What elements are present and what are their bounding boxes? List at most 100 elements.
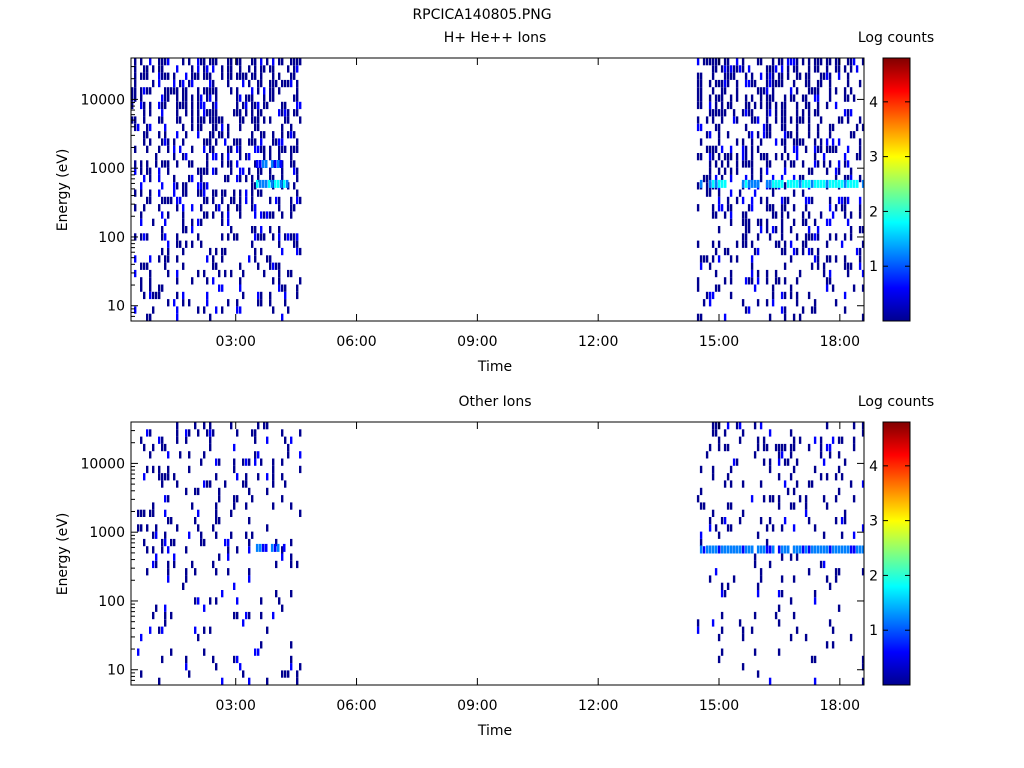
spectrogram-cell bbox=[783, 109, 787, 117]
spectrogram-cell bbox=[251, 87, 254, 95]
spectrogram-cell bbox=[861, 284, 865, 292]
spectrogram-cell bbox=[242, 458, 245, 466]
spectrogram-cell bbox=[729, 153, 733, 161]
spectrogram-cell bbox=[699, 255, 703, 263]
spectrogram-cell bbox=[275, 590, 278, 598]
spectrogram-cell bbox=[756, 531, 760, 539]
spectrogram-cell bbox=[762, 436, 766, 444]
spectrogram-cell bbox=[167, 473, 170, 481]
spectrogram-cell bbox=[149, 451, 152, 459]
spectrogram-cell bbox=[263, 131, 266, 139]
spectrogram-cell bbox=[783, 196, 787, 205]
spectrogram-cell bbox=[146, 568, 149, 576]
spectrogram-cell bbox=[759, 153, 763, 161]
spectrogram-cell bbox=[813, 94, 817, 102]
spectrogram-cell bbox=[837, 160, 841, 168]
spectrogram-cell bbox=[789, 502, 793, 510]
spectrogram-cell bbox=[765, 131, 769, 139]
spectrogram-cell bbox=[272, 174, 275, 183]
axes: 03:00 06:00 09:00 12:00 15:00 18:001010010001… bbox=[80, 57, 864, 350]
spectrogram-cell bbox=[765, 524, 769, 532]
spectrogram-cell bbox=[699, 101, 703, 110]
spectrogram-cell bbox=[834, 65, 838, 73]
spectrogram-cell bbox=[759, 226, 763, 234]
spectrogram-cell bbox=[795, 131, 799, 139]
spectrogram-cell bbox=[182, 79, 185, 88]
spectrogram-cell bbox=[239, 153, 242, 161]
spectrogram-cell bbox=[251, 429, 254, 437]
spectrogram-cell bbox=[152, 443, 155, 452]
spectrogram-cell bbox=[843, 509, 847, 517]
spectrogram-cell bbox=[281, 284, 284, 292]
spectrogram-cell bbox=[212, 101, 215, 110]
spectrogram-cell bbox=[771, 226, 775, 234]
spectrogram-cell bbox=[260, 65, 263, 73]
band-cell bbox=[261, 179, 265, 188]
spectrogram-cell bbox=[744, 72, 748, 80]
spectrogram-cell bbox=[786, 65, 790, 73]
spectrogram-cell bbox=[212, 560, 215, 569]
spectrogram-cell bbox=[296, 189, 299, 197]
spectrogram-cell bbox=[185, 72, 188, 80]
spectrogram-cell bbox=[750, 626, 754, 634]
band-cell bbox=[717, 545, 721, 554]
spectrogram-cell bbox=[164, 255, 167, 263]
spectrogram-cell bbox=[726, 247, 730, 256]
spectrogram-cell bbox=[717, 131, 721, 139]
spectrogram-cell bbox=[813, 299, 817, 307]
spectrogram-cell bbox=[200, 458, 203, 466]
spectrogram-cell bbox=[296, 58, 299, 66]
spectrogram-cell bbox=[732, 109, 736, 117]
spectrogram-cell bbox=[726, 131, 730, 139]
spectrogram-cell bbox=[849, 65, 853, 73]
spectrogram-cell bbox=[813, 677, 817, 685]
band-cell bbox=[708, 545, 712, 554]
spectrogram-cell bbox=[209, 87, 212, 95]
spectrogram-cell bbox=[816, 94, 820, 102]
spectrogram-cell bbox=[720, 94, 724, 102]
spectrogram-cell bbox=[233, 582, 236, 590]
spectrogram-cell bbox=[278, 87, 281, 95]
spectrogram-cell bbox=[242, 72, 245, 80]
y-axis-label: Energy (eV) bbox=[55, 149, 71, 232]
spectrogram-cell bbox=[176, 436, 179, 444]
spectrogram-cell bbox=[696, 72, 700, 80]
spectrogram-cell bbox=[212, 58, 215, 66]
spectrogram-cell bbox=[723, 211, 727, 219]
spectrogram-cell bbox=[299, 451, 302, 459]
band-cell bbox=[846, 179, 850, 188]
spectrogram-cell bbox=[245, 101, 248, 110]
spectrogram-cell bbox=[825, 473, 829, 481]
spectrogram-cell bbox=[714, 123, 718, 132]
spectrogram-cell bbox=[236, 495, 239, 503]
colorbar-label: Log counts bbox=[858, 394, 934, 410]
spectrogram-cell bbox=[143, 538, 146, 547]
spectrogram-cell bbox=[197, 116, 200, 124]
spectrogram-cell bbox=[789, 94, 793, 102]
spectrogram-cell bbox=[212, 116, 215, 124]
spectrogram-cell bbox=[254, 58, 257, 66]
spectrogram-cell bbox=[164, 131, 167, 139]
spectrogram-cell bbox=[197, 189, 200, 197]
spectrogram-cell bbox=[206, 72, 209, 80]
spectrogram-cell bbox=[696, 313, 700, 321]
spectrogram-cell bbox=[738, 619, 742, 627]
spectrogram-cell bbox=[209, 109, 212, 117]
spectrogram-cell bbox=[750, 495, 754, 503]
spectrogram-cell bbox=[275, 560, 278, 569]
spectrogram-cell bbox=[287, 670, 290, 678]
spectrogram-cell bbox=[164, 538, 167, 547]
spectrogram-cell bbox=[209, 429, 212, 437]
spectrogram-cell bbox=[804, 204, 808, 212]
spectrogram-cell bbox=[741, 218, 745, 226]
spectrogram-cell bbox=[257, 422, 260, 430]
spectrogram-cell bbox=[293, 131, 296, 139]
spectrogram-cell bbox=[278, 109, 281, 117]
spectrogram-cell bbox=[840, 116, 844, 124]
spectrogram-cell bbox=[828, 269, 832, 278]
spectrogram-cell bbox=[236, 87, 239, 95]
spectrogram-cell bbox=[296, 284, 299, 292]
band-cell bbox=[861, 179, 865, 188]
spectrogram-cell bbox=[807, 480, 811, 488]
band-cell bbox=[735, 545, 739, 554]
